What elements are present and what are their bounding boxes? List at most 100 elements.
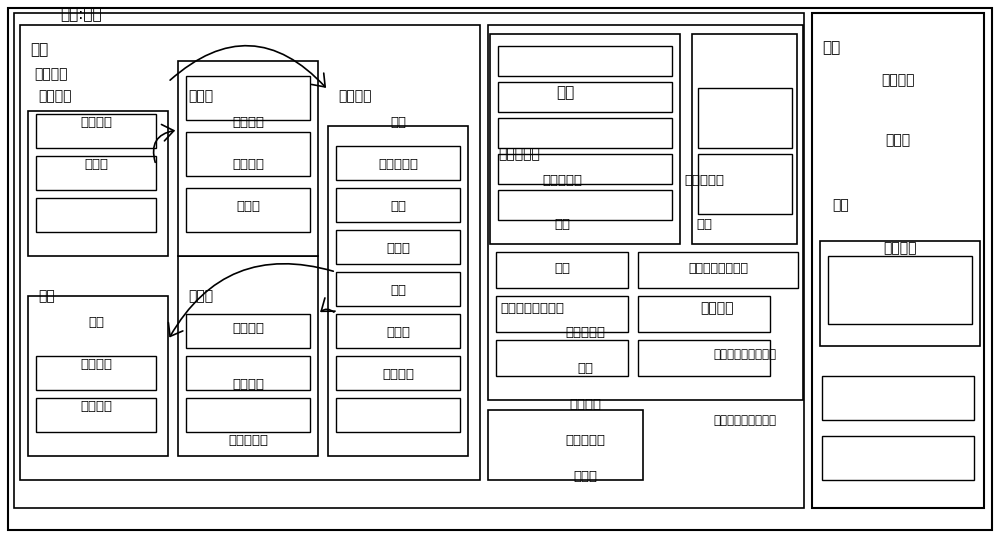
FancyBboxPatch shape [28,111,168,256]
FancyBboxPatch shape [638,252,798,288]
FancyBboxPatch shape [498,82,672,112]
Text: 路网实体: 路网实体 [34,67,68,81]
FancyBboxPatch shape [488,410,643,480]
FancyBboxPatch shape [698,88,792,148]
Text: 路边标识: 路边标识 [232,159,264,172]
Text: 实体: 实体 [30,43,48,58]
Text: 交通设施类障碍物: 交通设施类障碍物 [688,261,748,274]
Text: 路段: 路段 [390,285,406,298]
FancyBboxPatch shape [498,118,672,148]
Text: 人行横道: 人行横道 [232,378,264,391]
FancyBboxPatch shape [336,272,460,306]
Text: 交通信号灯: 交通信号灯 [228,434,268,447]
FancyBboxPatch shape [822,436,974,480]
FancyBboxPatch shape [336,230,460,264]
Text: 自然障碍: 自然障碍 [700,301,734,315]
FancyBboxPatch shape [20,25,480,480]
FancyBboxPatch shape [14,13,804,508]
Text: 锥桶: 锥桶 [577,363,593,376]
Text: 区域实体: 区域实体 [338,89,372,103]
FancyBboxPatch shape [336,398,460,432]
FancyBboxPatch shape [820,241,980,346]
FancyBboxPatch shape [328,126,468,456]
Text: 车道: 车道 [390,117,406,130]
FancyBboxPatch shape [498,190,672,220]
FancyBboxPatch shape [336,188,460,222]
FancyBboxPatch shape [336,314,460,348]
Text: 障碍物实体: 障碍物实体 [498,147,540,161]
FancyBboxPatch shape [186,314,310,348]
FancyBboxPatch shape [8,8,992,530]
FancyArrowPatch shape [321,298,335,312]
FancyBboxPatch shape [336,356,460,390]
FancyBboxPatch shape [36,198,156,232]
Text: 连接点: 连接点 [188,289,213,303]
Text: 车辆: 车辆 [554,261,570,274]
FancyBboxPatch shape [186,188,310,232]
Text: 区域实体: 区域实体 [80,117,112,130]
Text: 车道线: 车道线 [386,243,410,256]
FancyBboxPatch shape [178,61,318,256]
Text: 区域范围: 区域范围 [881,73,915,87]
FancyBboxPatch shape [36,356,156,390]
Text: 停止线: 停止线 [236,201,260,214]
Text: 凹进地面类障碍碍物: 凹进地面类障碍碍物 [714,348,776,360]
FancyBboxPatch shape [36,156,156,190]
Text: 凸出地面类障碍碍物: 凸出地面类障碍碍物 [714,414,776,427]
FancyBboxPatch shape [186,356,310,390]
Text: 动物: 动物 [696,217,712,230]
Text: 动态障碍物: 动态障碍物 [684,173,724,187]
Text: 约束: 约束 [832,198,849,212]
FancyArrowPatch shape [154,124,174,162]
Text: 车道: 车道 [88,316,104,329]
Text: 道路隔离带: 道路隔离带 [378,159,418,172]
FancyBboxPatch shape [496,340,628,376]
FancyBboxPatch shape [812,13,984,508]
Text: 点实体: 点实体 [84,159,108,172]
FancyBboxPatch shape [692,34,797,244]
FancyBboxPatch shape [496,252,628,288]
FancyArrowPatch shape [168,264,333,336]
Text: 静态障碍物: 静态障碍物 [542,173,582,187]
Text: 路段: 路段 [38,289,55,303]
FancyBboxPatch shape [36,398,156,432]
Text: 本体:事物: 本体:事物 [60,8,102,23]
Text: 水马围栏: 水马围栏 [569,399,601,412]
Text: 连接点: 连接点 [386,327,410,339]
Text: 特殊区域: 特殊区域 [382,369,414,381]
FancyBboxPatch shape [496,296,628,332]
FancyBboxPatch shape [828,256,972,324]
FancyBboxPatch shape [498,46,672,76]
FancyBboxPatch shape [186,398,310,432]
FancyBboxPatch shape [186,76,310,120]
Text: 特殊区域: 特殊区域 [80,400,112,414]
Text: 连接约束: 连接约束 [883,241,917,255]
FancyBboxPatch shape [638,296,770,332]
Text: 连接约束: 连接约束 [232,322,264,335]
Text: 路标标识: 路标标识 [80,358,112,372]
FancyBboxPatch shape [822,376,974,420]
Text: 道路拦截类障碍物: 道路拦截类障碍物 [500,301,564,315]
FancyArrowPatch shape [170,46,325,87]
Text: 施工标示牌: 施工标示牌 [565,435,605,448]
Text: 点坐标: 点坐标 [885,133,911,147]
Text: 行人: 行人 [554,217,570,230]
Text: 边界: 边界 [390,201,406,214]
Text: 地面标识: 地面标识 [232,117,264,130]
Text: 整体路段: 整体路段 [38,89,72,103]
Text: 故障标示牌: 故障标示牌 [565,327,605,339]
Text: 点实体: 点实体 [188,89,213,103]
FancyBboxPatch shape [498,154,672,184]
FancyBboxPatch shape [490,34,680,244]
Text: 属性: 属性 [822,40,840,55]
FancyBboxPatch shape [336,146,460,180]
FancyBboxPatch shape [488,25,803,400]
FancyBboxPatch shape [638,340,770,376]
Text: 自车: 自车 [556,86,574,101]
FancyBboxPatch shape [698,154,792,214]
Text: 分离线: 分离线 [573,471,597,484]
FancyBboxPatch shape [36,114,156,148]
FancyBboxPatch shape [28,296,168,456]
FancyBboxPatch shape [186,132,310,176]
FancyBboxPatch shape [178,256,318,456]
